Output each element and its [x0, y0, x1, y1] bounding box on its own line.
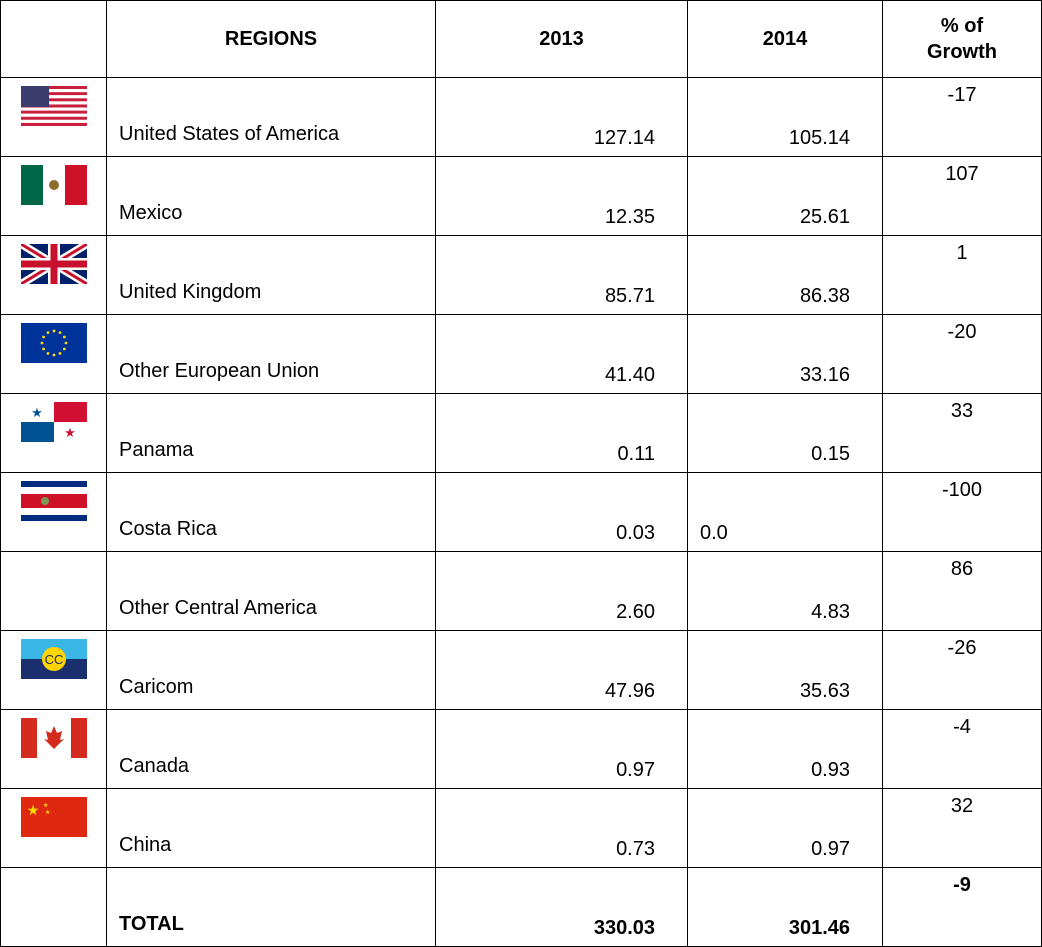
- svg-text:★: ★: [43, 802, 48, 809]
- value-2013: 0.73: [435, 788, 688, 868]
- flag-icon: [21, 86, 87, 126]
- header-row: REGIONS 2013 2014 % of Growth: [0, 0, 1042, 78]
- flag-cell: [0, 235, 107, 315]
- region-name: Caricom: [106, 630, 436, 710]
- growth-percent: 86: [882, 551, 1042, 631]
- svg-text:★: ★: [45, 809, 50, 816]
- flag-icon: [21, 718, 87, 758]
- flag-icon: [21, 165, 87, 205]
- flag-cell: ★ ★: [0, 393, 107, 473]
- flag-cell: [0, 314, 107, 394]
- flag-icon: CC: [21, 639, 87, 679]
- svg-text:★: ★: [27, 802, 40, 818]
- region-name: Mexico: [106, 156, 436, 236]
- flag-cell: [0, 156, 107, 236]
- value-2014: 33.16: [687, 314, 883, 394]
- region-row: ★ ★ ★ China 0.73 0.97 32: [0, 788, 1042, 868]
- growth-percent: -9: [882, 867, 1042, 947]
- value-2014: 0.0: [687, 472, 883, 552]
- value-2014: 25.61: [687, 156, 883, 236]
- flag-cell: [0, 867, 107, 947]
- flag-icon: [21, 323, 87, 363]
- value-2013: 0.11: [435, 393, 688, 473]
- flag-icon: ★★: [21, 402, 87, 442]
- region-name: United States of America: [106, 77, 436, 157]
- region-name: United Kingdom: [106, 235, 436, 315]
- header-flag: [0, 0, 107, 78]
- value-2014: 301.46: [687, 867, 883, 947]
- region-row: United Kingdom 85.71 86.38 1: [0, 235, 1042, 315]
- value-2013: 0.03: [435, 472, 688, 552]
- growth-percent: -4: [882, 709, 1042, 789]
- region-row: Canada 0.97 0.93 -4: [0, 709, 1042, 789]
- value-2013: 2.60: [435, 551, 688, 631]
- value-2014: 0.15: [687, 393, 883, 473]
- value-2013: 0.97: [435, 709, 688, 789]
- region-row: CC Caricom 47.96 35.63 -26: [0, 630, 1042, 710]
- growth-percent: -100: [882, 472, 1042, 552]
- svg-text:CC: CC: [45, 652, 64, 667]
- flag-cell: [0, 472, 107, 552]
- value-2013: 47.96: [435, 630, 688, 710]
- region-name: Panama: [106, 393, 436, 473]
- growth-percent: 32: [882, 788, 1042, 868]
- header-2014: 2014: [687, 0, 883, 78]
- region-name: Other Central America: [106, 551, 436, 631]
- flag-cell: CC: [0, 630, 107, 710]
- svg-text:★: ★: [31, 405, 43, 420]
- flag-cell: ★ ★ ★: [0, 788, 107, 868]
- value-2013: 330.03: [435, 867, 688, 947]
- value-2013: 85.71: [435, 235, 688, 315]
- region-name: Other European Union: [106, 314, 436, 394]
- value-2013: 12.35: [435, 156, 688, 236]
- value-2014: 0.93: [687, 709, 883, 789]
- value-2014: 86.38: [687, 235, 883, 315]
- region-row: United States of America 127.14 105.14 -17: [0, 77, 1042, 157]
- table-body: United States of America 127.14 105.14 -17 M…: [0, 77, 1042, 947]
- flag-icon: [21, 481, 87, 521]
- total-row: TOTAL 330.03 301.46 -9: [0, 867, 1042, 947]
- value-2013: 41.40: [435, 314, 688, 394]
- region-row: Other European Union 41.40 33.16 -20: [0, 314, 1042, 394]
- region-row: ★ ★ Panama 0.11 0.15 33: [0, 393, 1042, 473]
- value-2013: 127.14: [435, 77, 688, 157]
- region-name: TOTAL: [106, 867, 436, 947]
- header-2013: 2013: [435, 0, 688, 78]
- growth-percent: 107: [882, 156, 1042, 236]
- svg-text:★: ★: [64, 425, 76, 440]
- region-row: Other Central America 2.60 4.83 86: [0, 551, 1042, 631]
- header-growth-text: % of Growth: [927, 15, 997, 63]
- region-name: Costa Rica: [106, 472, 436, 552]
- value-2014: 105.14: [687, 77, 883, 157]
- growth-percent: 1: [882, 235, 1042, 315]
- region-name: China: [106, 788, 436, 868]
- growth-percent: -17: [882, 77, 1042, 157]
- value-2014: 4.83: [687, 551, 883, 631]
- header-regions: REGIONS: [106, 0, 436, 78]
- growth-percent: 33: [882, 393, 1042, 473]
- flag-cell: [0, 77, 107, 157]
- growth-percent: -26: [882, 630, 1042, 710]
- value-2014: 0.97: [687, 788, 883, 868]
- region-name: Canada: [106, 709, 436, 789]
- flag-cell: [0, 709, 107, 789]
- flag-cell: [0, 551, 107, 631]
- value-2014: 35.63: [687, 630, 883, 710]
- flag-icon: [21, 244, 87, 284]
- region-row: Costa Rica 0.03 0.0 -100: [0, 472, 1042, 552]
- growth-percent: -20: [882, 314, 1042, 394]
- region-row: Mexico 12.35 25.61 107: [0, 156, 1042, 236]
- flag-icon: ★ ★★: [21, 797, 87, 837]
- header-growth: % of Growth: [882, 0, 1042, 78]
